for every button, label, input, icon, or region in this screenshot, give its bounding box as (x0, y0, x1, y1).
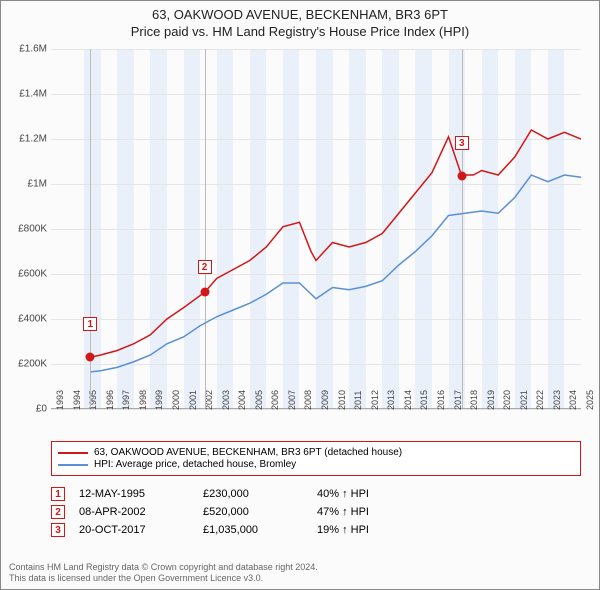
chart-area: £0£200K£400K£600K£800K£1M£1.2M£1.4M£1.6M… (51, 49, 581, 409)
marker-badge: 1 (83, 317, 97, 331)
legend-box: 63, OAKWOOD AVENUE, BECKENHAM, BR3 6PT (… (51, 441, 581, 476)
plot-region: £0£200K£400K£600K£800K£1M£1.2M£1.4M£1.6M… (51, 49, 581, 409)
transaction-row: 1 12-MAY-1995 £230,000 40% ↑ HPI (51, 487, 581, 501)
title-block: 63, OAKWOOD AVENUE, BECKENHAM, BR3 6PT P… (1, 1, 599, 43)
y-axis-label: £400K (5, 314, 47, 325)
x-axis-label: 2025 (585, 390, 595, 410)
marker-dot (457, 172, 466, 181)
marker-dot (200, 288, 209, 297)
transaction-date: 08-APR-2002 (79, 506, 189, 518)
legend-swatch (58, 464, 88, 466)
y-axis-label: £1.4M (5, 89, 47, 100)
transaction-row: 3 20-OCT-2017 £1,035,000 19% ↑ HPI (51, 523, 581, 537)
title-subtitle: Price paid vs. HM Land Registry's House … (1, 24, 599, 41)
legend-swatch (58, 452, 88, 454)
y-axis-label: £800K (5, 224, 47, 235)
legend-label: 63, OAKWOOD AVENUE, BECKENHAM, BR3 6PT (… (94, 447, 402, 458)
transaction-date: 20-OCT-2017 (79, 524, 189, 536)
attribution-line1: Contains HM Land Registry data © Crown c… (9, 562, 318, 574)
attribution-line2: This data is licensed under the Open Gov… (9, 573, 318, 585)
legend-item: 63, OAKWOOD AVENUE, BECKENHAM, BR3 6PT (… (58, 447, 574, 458)
y-axis-label: £1.2M (5, 134, 47, 145)
transaction-price: £230,000 (203, 488, 303, 500)
transaction-price: £520,000 (203, 506, 303, 518)
transaction-delta: 47% ↑ HPI (317, 506, 417, 518)
marker-badge: 3 (455, 136, 469, 150)
transaction-badge: 1 (51, 487, 65, 501)
marker-badge: 2 (198, 260, 212, 274)
series-property (91, 130, 581, 357)
transaction-delta: 19% ↑ HPI (317, 524, 417, 536)
y-axis-label: £600K (5, 269, 47, 280)
y-axis-label: £1M (5, 179, 47, 190)
transaction-date: 12-MAY-1995 (79, 488, 189, 500)
attribution-text: Contains HM Land Registry data © Crown c… (9, 562, 318, 585)
transaction-row: 2 08-APR-2002 £520,000 47% ↑ HPI (51, 505, 581, 519)
title-address: 63, OAKWOOD AVENUE, BECKENHAM, BR3 6PT (1, 7, 599, 24)
series-hpi (91, 175, 581, 372)
transaction-badge: 3 (51, 523, 65, 537)
legend-label: HPI: Average price, detached house, Brom… (94, 459, 296, 470)
legend-item: HPI: Average price, detached house, Brom… (58, 459, 574, 470)
y-axis-label: £1.6M (5, 44, 47, 55)
transaction-badge: 2 (51, 505, 65, 519)
marker-dot (86, 353, 95, 362)
transactions-table: 1 12-MAY-1995 £230,000 40% ↑ HPI 2 08-APR-200… (51, 483, 581, 541)
series-svg (51, 49, 581, 409)
transaction-price: £1,035,000 (203, 524, 303, 536)
y-axis-label: £0 (5, 404, 47, 415)
y-axis-label: £200K (5, 359, 47, 370)
transaction-delta: 40% ↑ HPI (317, 488, 417, 500)
chart-container: 63, OAKWOOD AVENUE, BECKENHAM, BR3 6PT P… (0, 0, 600, 590)
